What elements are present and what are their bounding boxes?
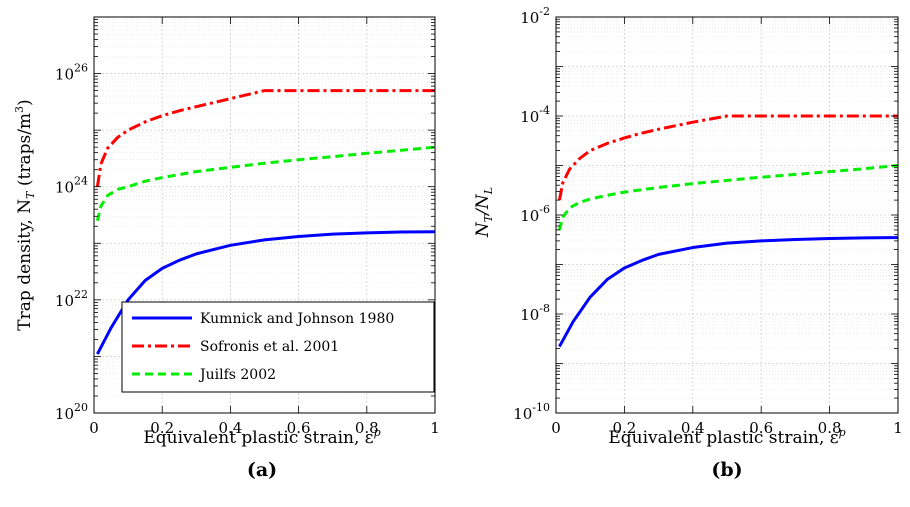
panel-a-x-tick-label: 0.6 [287, 419, 311, 437]
panel-a-x-tick-label: 0 [89, 419, 99, 437]
panel-b-series-1-line [557, 114, 898, 201]
panel-b-x-tick-label: 1 [893, 419, 903, 437]
panel-a-y-tick-labels: 1020 1022 1024 1026 [55, 62, 88, 423]
legend-label-juilfs: Juilfs 2002 [198, 367, 276, 383]
panel-a-ticks [93, 17, 436, 414]
panel-b-x-tick-label: 0.8 [818, 419, 842, 437]
panel-b: 0 0.2 0.4 0.6 0.8 1 10-10 10-8 10-6 10-4 10-2 Equ… [473, 5, 903, 481]
panel-b-x-tick-label: 0.6 [749, 419, 773, 437]
panel-a-x-tick-label: 0.4 [218, 419, 242, 437]
panel-a-series [95, 89, 436, 355]
panel-a-axes-frame [93, 16, 436, 414]
panel-a-x-tick-label: 0.2 [150, 419, 174, 437]
panel-b-x-tick-label: 0.4 [681, 419, 705, 437]
panel-b-ticks [555, 17, 899, 414]
panel-a-x-tick-labels: 0 0.2 0.4 0.6 0.8 1 [89, 419, 440, 437]
panel-b-y-tick-label: 10-10 [513, 401, 550, 423]
panel-b-series-0-line [558, 236, 899, 348]
panel-a-y-tick-label: 1026 [55, 62, 88, 84]
panel-b-y-tick-label: 10-8 [520, 302, 550, 324]
panel-a-series-1-line [95, 89, 435, 187]
panel-a-x-axis-title: Equivalent plastic strain, εp [143, 426, 380, 448]
legend-label-kumnick: Kumnick and Johnson 1980 [200, 311, 394, 327]
panel-b-series-2-line [557, 164, 899, 231]
panel-b-x-tick-label: 0 [551, 419, 561, 437]
panel-a-y-tick-label: 1024 [55, 175, 88, 197]
panel-a-x-tick-label: 0.8 [355, 419, 379, 437]
panel-a: 0 0.2 0.4 0.6 0.8 1 1020 1022 1024 1026 Equivale… [13, 16, 440, 481]
panel-a-series-0-line [96, 230, 436, 355]
panel-b-series [557, 114, 899, 348]
panel-b-y-tick-labels: 10-10 10-8 10-6 10-4 10-2 [513, 5, 550, 423]
panel-b-x-tick-label: 0.2 [612, 419, 636, 437]
legend-label-sofronis: Sofronis et al. 2001 [200, 339, 339, 355]
panel-a-y-axis-title: Trap density, NT (traps/m3) [13, 99, 37, 330]
panel-b-x-tick-labels: 0 0.2 0.4 0.6 0.8 1 [551, 419, 903, 437]
panel-a-x-tick-label: 1 [430, 419, 440, 437]
panel-b-label: (b) [711, 459, 742, 481]
panel-b-y-tick-label: 10-4 [520, 104, 550, 126]
panel-a-label: (a) [247, 459, 277, 481]
legend: Kumnick and Johnson 1980 Sofronis et al.… [121, 301, 435, 393]
panel-b-x-axis-title: Equivalent plastic strain, εp [608, 426, 845, 448]
panel-b-axes-frame [555, 16, 899, 414]
panel-b-y-tick-label: 10-2 [520, 5, 550, 27]
panel-a-y-tick-label: 1020 [55, 401, 88, 423]
panel-a-series-2-line [95, 145, 436, 222]
panel-b-y-axis-title: NT/NL [473, 187, 495, 238]
panel-b-y-tick-label: 10-6 [520, 203, 550, 225]
panel-b-grid [555, 17, 899, 414]
panel-a-y-tick-label: 1022 [55, 288, 88, 310]
